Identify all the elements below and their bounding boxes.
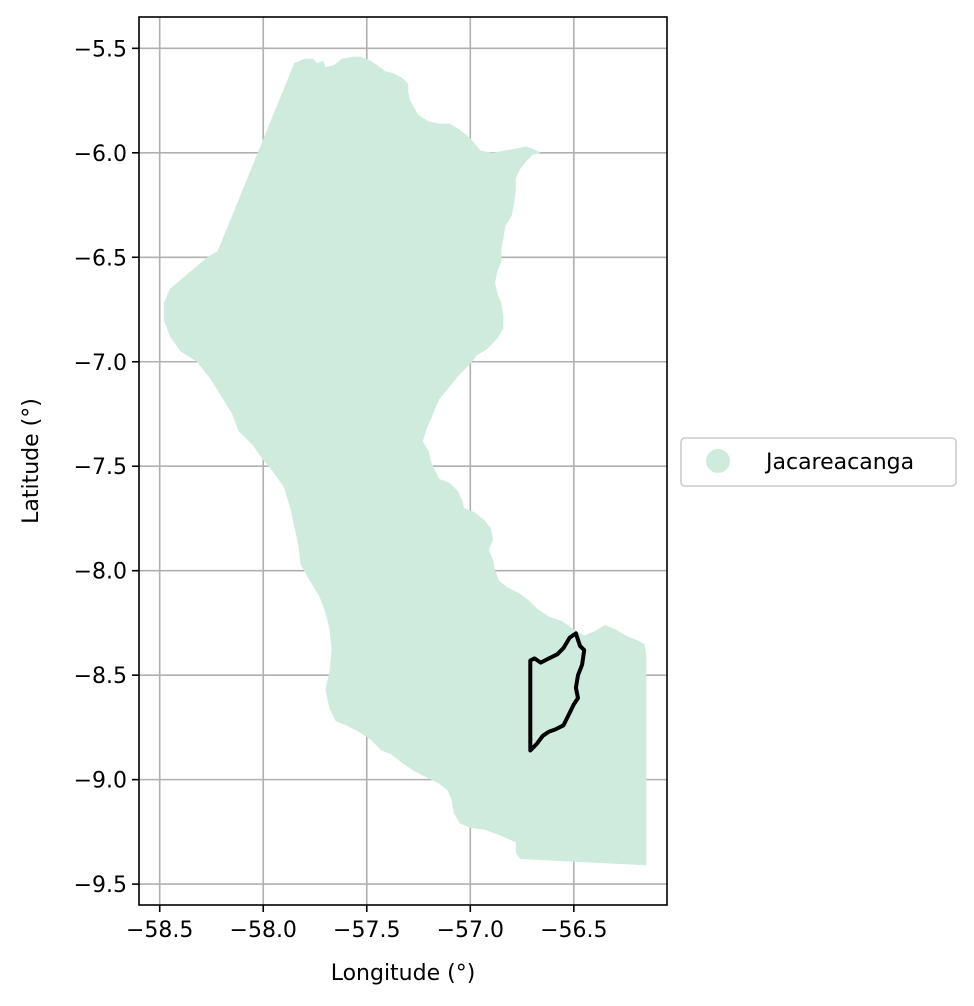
x-tick-label: −58.0 — [230, 918, 297, 943]
y-tick-label: −9.5 — [74, 873, 127, 898]
legend-box — [680, 437, 957, 487]
highlight-outline — [528, 631, 587, 753]
y-axis-ticks: −5.5 −6.0 −6.5 −7.0 −7.5 −8.0 −8.5 −9.0 −9.5 — [74, 37, 139, 898]
y-tick-label: −8.5 — [74, 664, 127, 689]
x-tick-label: −57.0 — [437, 918, 504, 943]
axes-frame — [138, 16, 668, 906]
highlight-layer — [528, 631, 587, 753]
y-tick-label: −9.0 — [74, 769, 127, 794]
x-axis-ticks: −58.5 −58.0 −57.5 −57.0 −56.5 — [126, 905, 608, 943]
y-tick-label: −6.0 — [74, 142, 127, 167]
y-tick-label: −6.5 — [74, 246, 127, 271]
region-jacareacanga — [163, 56, 647, 866]
map-regions — [163, 56, 647, 866]
y-tick-label: −7.0 — [74, 351, 127, 376]
legend: Jacareacanga — [680, 437, 957, 487]
x-tick-label: −58.5 — [126, 918, 193, 943]
y-axis-title: Latitude (°) — [19, 398, 44, 524]
y-tick-label: −8.0 — [74, 560, 127, 585]
legend-marker-jacareacanga — [706, 449, 730, 473]
x-tick-label: −57.5 — [333, 918, 400, 943]
y-tick-label: −5.5 — [74, 37, 127, 62]
y-tick-label: −7.5 — [74, 455, 127, 480]
legend-label-jacareacanga: Jacareacanga — [764, 450, 914, 475]
x-axis-title: Longitude (°) — [331, 961, 476, 986]
x-tick-label: −56.5 — [540, 918, 607, 943]
